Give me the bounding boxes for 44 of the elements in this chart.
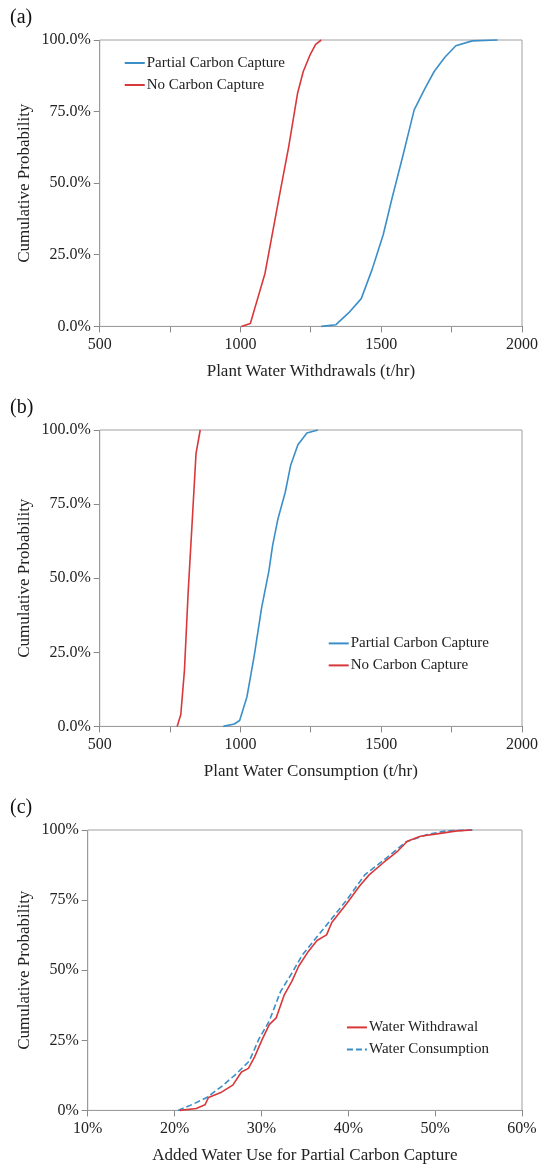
x-tick-label: 1500 xyxy=(365,335,398,353)
chart-title: (b) xyxy=(10,395,34,419)
y-tick-label: 25.0% xyxy=(49,642,91,660)
y-tick-label: 75.0% xyxy=(49,494,91,512)
legend-label: Partial Carbon Capture xyxy=(146,53,286,70)
y-tick-label: 0.0% xyxy=(57,716,91,734)
x-axis-title: Plant Water Withdrawals (t/hr) xyxy=(206,361,416,381)
y-axis-title: Cumulative Probability xyxy=(13,890,33,1050)
y-tick-label: 100.0% xyxy=(41,420,91,438)
y-tick-label: 100% xyxy=(41,820,79,838)
x-tick-label: 30% xyxy=(246,1119,277,1137)
y-tick-label: 0% xyxy=(57,1100,79,1118)
y-tick-label: 25.0% xyxy=(49,245,91,262)
legend-label: No Carbon Capture xyxy=(350,656,469,673)
legend-label: Partial Carbon Capture xyxy=(350,634,490,651)
x-tick-label: 50% xyxy=(420,1119,450,1137)
x-tick-label: 1000 xyxy=(224,335,257,353)
x-axis-title: Plant Water Consumption (t/hr) xyxy=(203,761,418,781)
legend-label: No Carbon Capture xyxy=(146,75,265,92)
y-tick-label: 75% xyxy=(49,890,79,908)
y-tick-label: 25% xyxy=(49,1030,79,1048)
x-tick-label: 20% xyxy=(159,1119,190,1137)
x-tick-label: 10% xyxy=(73,1119,103,1137)
x-tick-label: 60% xyxy=(507,1119,537,1137)
x-tick-label: 1500 xyxy=(365,735,398,753)
x-tick-label: 40% xyxy=(333,1119,363,1137)
x-tick-label: 2000 xyxy=(506,735,538,753)
x-axis-title: Added Water Use for Partial Carbon Capture xyxy=(152,1145,458,1165)
y-tick-label: 75.0% xyxy=(49,101,91,119)
legend-label: Water Withdrawal xyxy=(368,1018,479,1035)
x-tick-label: 500 xyxy=(87,335,112,353)
y-tick-label: 0.0% xyxy=(57,316,91,334)
x-tick-label: 1000 xyxy=(224,735,257,753)
y-tick-label: 50.0% xyxy=(49,173,91,191)
y-axis-title: Cumulative Probability xyxy=(13,498,33,658)
legend-label: Water Consumption xyxy=(368,1040,490,1057)
y-tick-label: 100.0% xyxy=(41,30,91,48)
y-tick-label: 50.0% xyxy=(49,568,91,586)
x-tick-label: 500 xyxy=(87,735,112,753)
y-tick-label: 50% xyxy=(49,960,79,978)
chart-title: (a) xyxy=(10,5,33,29)
x-tick-label: 2000 xyxy=(506,335,538,353)
chart-title: (c) xyxy=(10,795,33,819)
y-axis-title: Cumulative Probability xyxy=(13,103,33,263)
